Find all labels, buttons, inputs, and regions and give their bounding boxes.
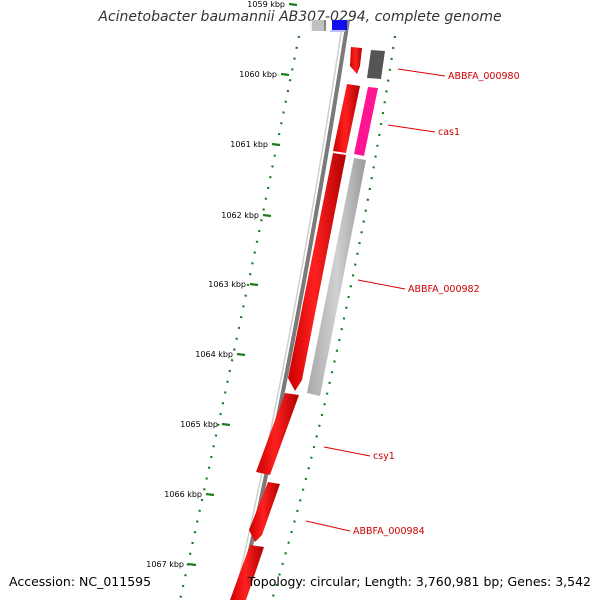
gene-cas1-marker bbox=[354, 87, 378, 156]
gene-csy1-marker bbox=[256, 393, 299, 475]
gene-leader-line bbox=[305, 520, 351, 532]
gene-leader-line bbox=[397, 68, 446, 77]
tick-mark bbox=[221, 422, 231, 427]
tick-label: 1066 kbp bbox=[164, 490, 202, 499]
gene-downstream-red bbox=[230, 545, 264, 600]
partial-gene-blue bbox=[332, 20, 347, 30]
tick-label: 1067 kbp bbox=[146, 560, 184, 569]
genome-summary-text: Topology: circular; Length: 3,760,981 bp… bbox=[247, 574, 591, 589]
gene-upstream-red-3 bbox=[288, 153, 346, 391]
inner-dotted-ring bbox=[178, 35, 301, 600]
partial-gene-blue-light bbox=[330, 30, 345, 32]
tick-label: 1061 kbp bbox=[230, 140, 268, 149]
tick-mark bbox=[262, 213, 272, 218]
tick-label: 1063 kbp bbox=[208, 280, 246, 289]
gene-abbfa-000982-marker bbox=[307, 158, 366, 396]
tick-mark bbox=[236, 352, 246, 357]
tick-mark bbox=[249, 282, 259, 287]
tick-label: 1062 kbp bbox=[221, 211, 259, 220]
outer-dotted-ring bbox=[270, 35, 397, 600]
tick-label: 1065 kbp bbox=[180, 420, 218, 429]
tick-label: 1059 kbp bbox=[247, 0, 285, 9]
gene-label-cas1[interactable]: cas1 bbox=[438, 127, 460, 138]
tick-mark bbox=[205, 492, 215, 497]
partial-gene-grey-light bbox=[310, 20, 324, 31]
gene-label-csy1[interactable]: csy1 bbox=[373, 451, 395, 462]
gene-leader-line bbox=[387, 124, 436, 133]
tick-mark bbox=[187, 562, 197, 567]
tick-mark bbox=[271, 142, 281, 147]
tick-mark bbox=[280, 72, 290, 77]
gene-upstream-red-1 bbox=[350, 47, 362, 74]
gene-leader-line bbox=[357, 279, 406, 290]
tick-mark bbox=[288, 2, 298, 7]
gene-label-abbfa-000982[interactable]: ABBFA_000982 bbox=[408, 284, 480, 295]
gene-label-abbfa-000984[interactable]: ABBFA_000984 bbox=[353, 526, 425, 537]
tick-label: 1060 kbp bbox=[239, 70, 277, 79]
backbone-inner bbox=[233, 19, 344, 600]
gene-abbfa-000980-marker bbox=[367, 50, 385, 79]
map-title: Acinetobacter baumannii AB307-0294, comp… bbox=[98, 9, 502, 25]
gene-leader-line bbox=[323, 446, 371, 457]
gene-label-abbfa-000980[interactable]: ABBFA_000980 bbox=[448, 71, 520, 82]
gene-abbfa-000984-marker bbox=[249, 482, 280, 542]
accession-text: Accession: NC_011595 bbox=[9, 574, 152, 589]
axis-ticks: 1059 kbp 1060 kbp 1061 kbp 1062 kbp 1063 kbp… bbox=[146, 0, 298, 569]
gene-labels: ABBFA_000980 cas1 ABBFA_000982 csy1 ABBFA_00… bbox=[305, 68, 520, 537]
gene-upstream-red-2 bbox=[333, 84, 360, 153]
tick-label: 1064 kbp bbox=[195, 350, 233, 359]
